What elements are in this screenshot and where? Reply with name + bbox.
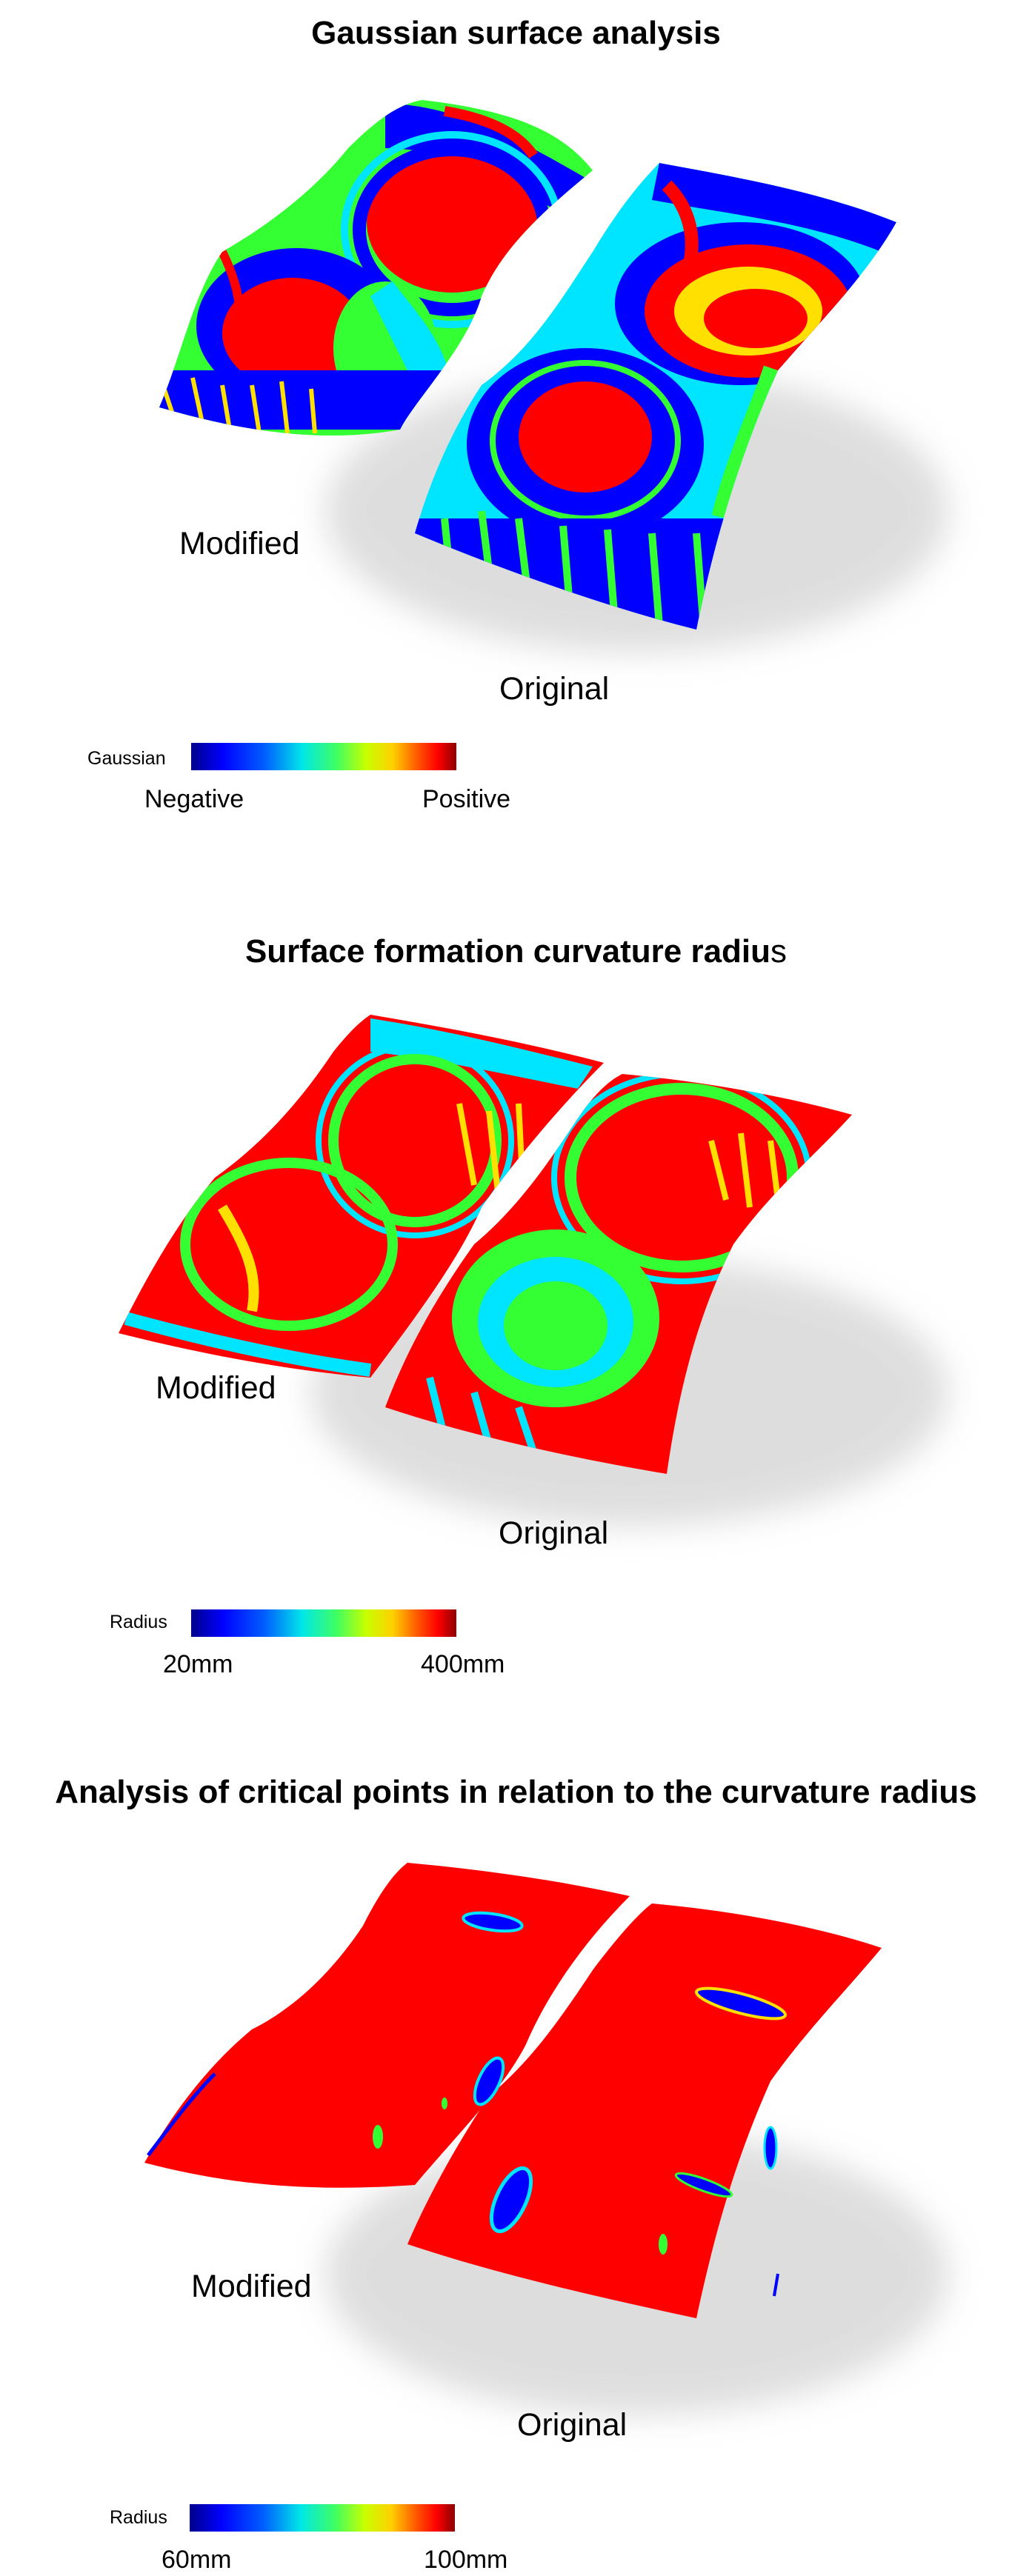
legend-max-label: Positive <box>422 785 511 813</box>
critical-points-section: Analysis of critical points in relation … <box>0 1711 1032 2576</box>
critical-spot <box>462 1911 524 1933</box>
critical-spot <box>763 2126 778 2170</box>
label-modified: Modified <box>179 526 300 561</box>
critical-spot <box>473 2056 505 2106</box>
color-scale-bar <box>190 2504 455 2532</box>
legend-min-label: 60mm <box>162 2546 232 2574</box>
critical-spot <box>659 2234 668 2255</box>
label-modified: Modified <box>191 2269 312 2304</box>
label-original: Original <box>499 1515 609 1551</box>
color-scale-bar <box>191 743 456 770</box>
legend-label: Radius <box>110 2507 167 2528</box>
modified-panel <box>144 1863 630 2188</box>
section-title: Gaussian surface analysis <box>311 15 721 51</box>
label-original: Original <box>499 671 610 707</box>
legend-label: Radius <box>110 1612 167 1632</box>
gaussian-surface-render <box>159 100 948 652</box>
color-scale-bar <box>191 1609 456 1637</box>
label-modified: Modified <box>156 1370 276 1406</box>
section-title: Surface formation curvature radius <box>244 933 788 970</box>
legend-min-label: 20mm <box>163 1650 233 1678</box>
legend-max-label: 100mm <box>424 2546 508 2574</box>
edge-trim <box>147 2072 216 2157</box>
edge-trim <box>773 2273 779 2297</box>
section-title: Analysis of critical points in relation … <box>55 1774 977 1810</box>
critical-spot <box>489 2166 533 2234</box>
critical-spot <box>373 2125 383 2149</box>
critical-spot <box>674 2172 733 2198</box>
legend-label: Gaussian <box>87 748 166 769</box>
gaussian-section: Gaussian surface analysis <box>0 0 1032 859</box>
label-original: Original <box>517 2407 627 2443</box>
critical-points-surface-render <box>144 1863 948 2415</box>
critical-spot <box>442 2098 447 2109</box>
critical-spot <box>695 1986 787 2021</box>
curvature-surface-render <box>119 1015 948 1526</box>
legend-max-label: 400mm <box>421 1650 505 1678</box>
curvature-radius-section: Surface formation curvature radius <box>0 859 1032 1711</box>
legend-min-label: Negative <box>144 785 244 813</box>
